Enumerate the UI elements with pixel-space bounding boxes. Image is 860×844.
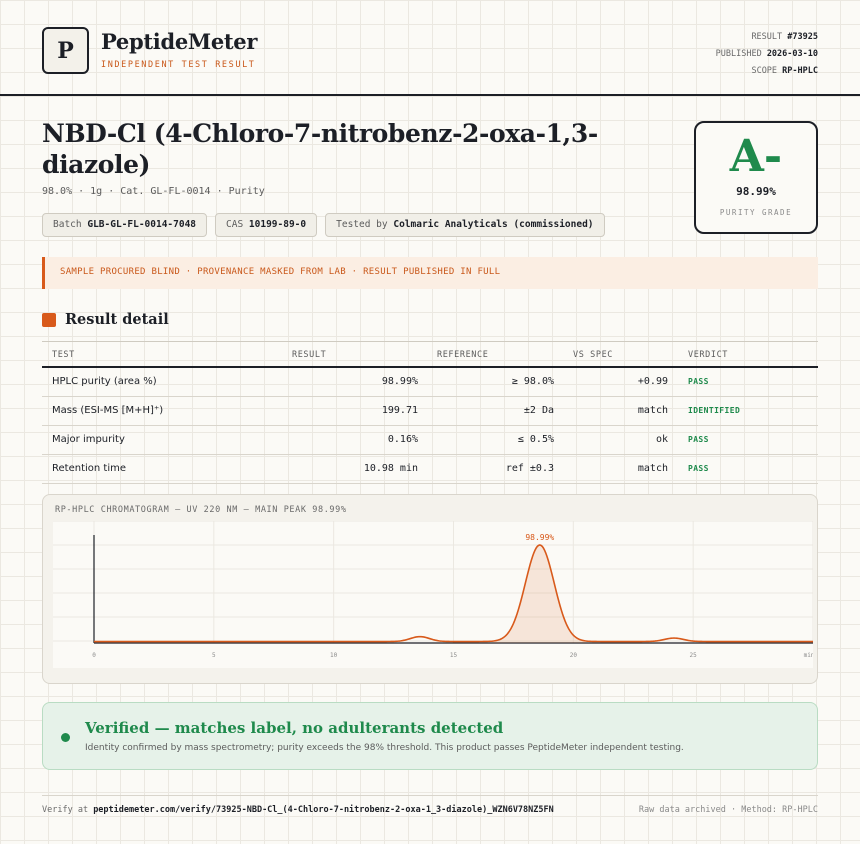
chromatogram-trace: [94, 544, 813, 643]
product-chips: Batch GLB-GL-FL-0014-7048 CAS 10199-89-0…: [42, 213, 605, 237]
cell-vs-spec: match: [637, 405, 668, 416]
x-tick-label: 0: [92, 652, 96, 659]
product-subline: 98.0% · 1g · Cat. GL-FL-0014 · Purity: [42, 186, 265, 197]
x-tick-label: 5: [212, 652, 216, 659]
result-table: TEST RESULT REFERENCE VS SPEC VERDICT HP…: [42, 341, 818, 484]
scope-line: SCOPE RP-HPLC: [751, 66, 818, 76]
x-tick-label: 10: [330, 652, 338, 659]
tested-by-chip: Tested by Colmaric Analyticals (commissi…: [325, 213, 605, 237]
x-tick-label: min: [804, 652, 813, 659]
footer-method: Raw data archived · Method: RP-HPLC: [638, 805, 818, 815]
verify-link[interactable]: peptidemeter.com/verify/73925-NBD-Cl_(4-…: [93, 805, 554, 815]
verified-callout: Verified — matches label, no adulterants…: [42, 702, 818, 770]
verified-dot-icon: [61, 733, 70, 742]
cell-verdict: IDENTIFIED: [688, 406, 741, 415]
chromatogram-title: RP-HPLC CHROMATOGRAM — UV 220 NM — MAIN …: [55, 505, 347, 515]
cell-result: 10.98 min: [363, 463, 418, 474]
cell-result: 199.71: [381, 405, 418, 416]
chromatogram-svg: 98.99% 0 5 10 15 20 25 min: [53, 520, 815, 659]
cell-test: Mass (ESI-MS [M+H]⁺): [52, 405, 164, 416]
cell-reference: ≤ 0.5%: [517, 434, 554, 445]
cell-result: 0.16%: [387, 434, 418, 445]
x-tick-label: 25: [690, 652, 698, 659]
brand-tagline: INDEPENDENT TEST RESULT: [101, 60, 256, 70]
result-id: #73925: [787, 32, 818, 42]
table-row: Mass (ESI-MS [M+H]⁺) 199.71 ±2 Da match …: [42, 397, 818, 426]
table-row: Major impurity 0.16% ≤ 0.5% ok PASS: [42, 426, 818, 455]
cell-test: HPLC purity (area %): [52, 376, 157, 387]
verify-line: Verify at peptidemeter.com/verify/73925-…: [42, 805, 554, 815]
main-peak-fill: [493, 545, 586, 643]
verified-description: Identity confirmed by mass spectrometry;…: [85, 743, 684, 753]
cell-test: Retention time: [52, 463, 126, 474]
cas-chip: CAS 10199-89-0: [215, 213, 318, 237]
x-tick-label: 20: [570, 652, 578, 659]
section-square-icon: [42, 313, 56, 327]
cell-reference: ref ±0.3: [505, 463, 554, 474]
header-vs-spec: VS SPEC: [573, 350, 614, 360]
header-reference: REFERENCE: [437, 350, 489, 360]
scope-value: RP-HPLC: [782, 66, 818, 76]
cell-result: 98.99%: [381, 376, 418, 387]
page-title: NBD-Cl (4-Chloro-7-nitrobenz-2-oxa-1,3-d…: [42, 119, 598, 179]
header-divider: [0, 94, 860, 96]
table-row: HPLC purity (area %) 98.99% ≥ 98.0% +0.9…: [42, 368, 818, 397]
header-verdict: VERDICT: [688, 350, 729, 360]
blind-procurement-banner: SAMPLE PROCURED BLIND · PROVENANCE MASKE…: [42, 257, 818, 289]
cell-vs-spec: match: [637, 463, 668, 474]
grade-label: PURITY GRADE: [719, 208, 793, 217]
table-row: Retention time 10.98 min ref ±0.3 match …: [42, 455, 818, 484]
cell-test: Major impurity: [52, 434, 125, 445]
published-date: 2026-03-10: [766, 49, 818, 59]
section-title: Result detail: [65, 311, 169, 328]
result-meta: RESULT #73925 PUBLISHED 2026-03-10 SCOPE…: [716, 29, 818, 80]
x-tick-label: 15: [450, 652, 458, 659]
cell-verdict: PASS: [688, 377, 709, 386]
header-result: RESULT: [292, 350, 327, 360]
batch-chip: Batch GLB-GL-FL-0014-7048: [42, 213, 208, 237]
cell-vs-spec: +0.99: [637, 376, 668, 387]
cell-vs-spec: ok: [655, 434, 668, 445]
verified-title: Verified — matches label, no adulterants…: [85, 719, 504, 737]
cell-verdict: PASS: [688, 435, 709, 444]
chromatogram-plot: 98.99% 0 5 10 15 20 25 min: [53, 520, 815, 668]
cell-reference: ≥ 98.0%: [511, 376, 554, 387]
chromatogram-panel: RP-HPLC CHROMATOGRAM — UV 220 NM — MAIN …: [42, 494, 818, 684]
table-header: TEST RESULT REFERENCE VS SPEC VERDICT: [42, 341, 818, 368]
main-peak-label: 98.99%: [525, 533, 554, 542]
cell-reference: ±2 Da: [523, 405, 554, 416]
brand-name: PeptideMeter: [101, 29, 258, 54]
logo-mark: P: [42, 27, 89, 74]
footer-divider: [42, 795, 818, 796]
grade-percent: 98.99%: [736, 185, 776, 198]
cell-verdict: PASS: [688, 464, 709, 473]
purity-grade-card: A- 98.99% PURITY GRADE: [694, 121, 818, 234]
published-line: PUBLISHED 2026-03-10: [715, 49, 818, 59]
header-test: TEST: [52, 350, 75, 360]
result-id-line: RESULT #73925: [751, 32, 818, 42]
grade-letter: A-: [729, 131, 783, 182]
